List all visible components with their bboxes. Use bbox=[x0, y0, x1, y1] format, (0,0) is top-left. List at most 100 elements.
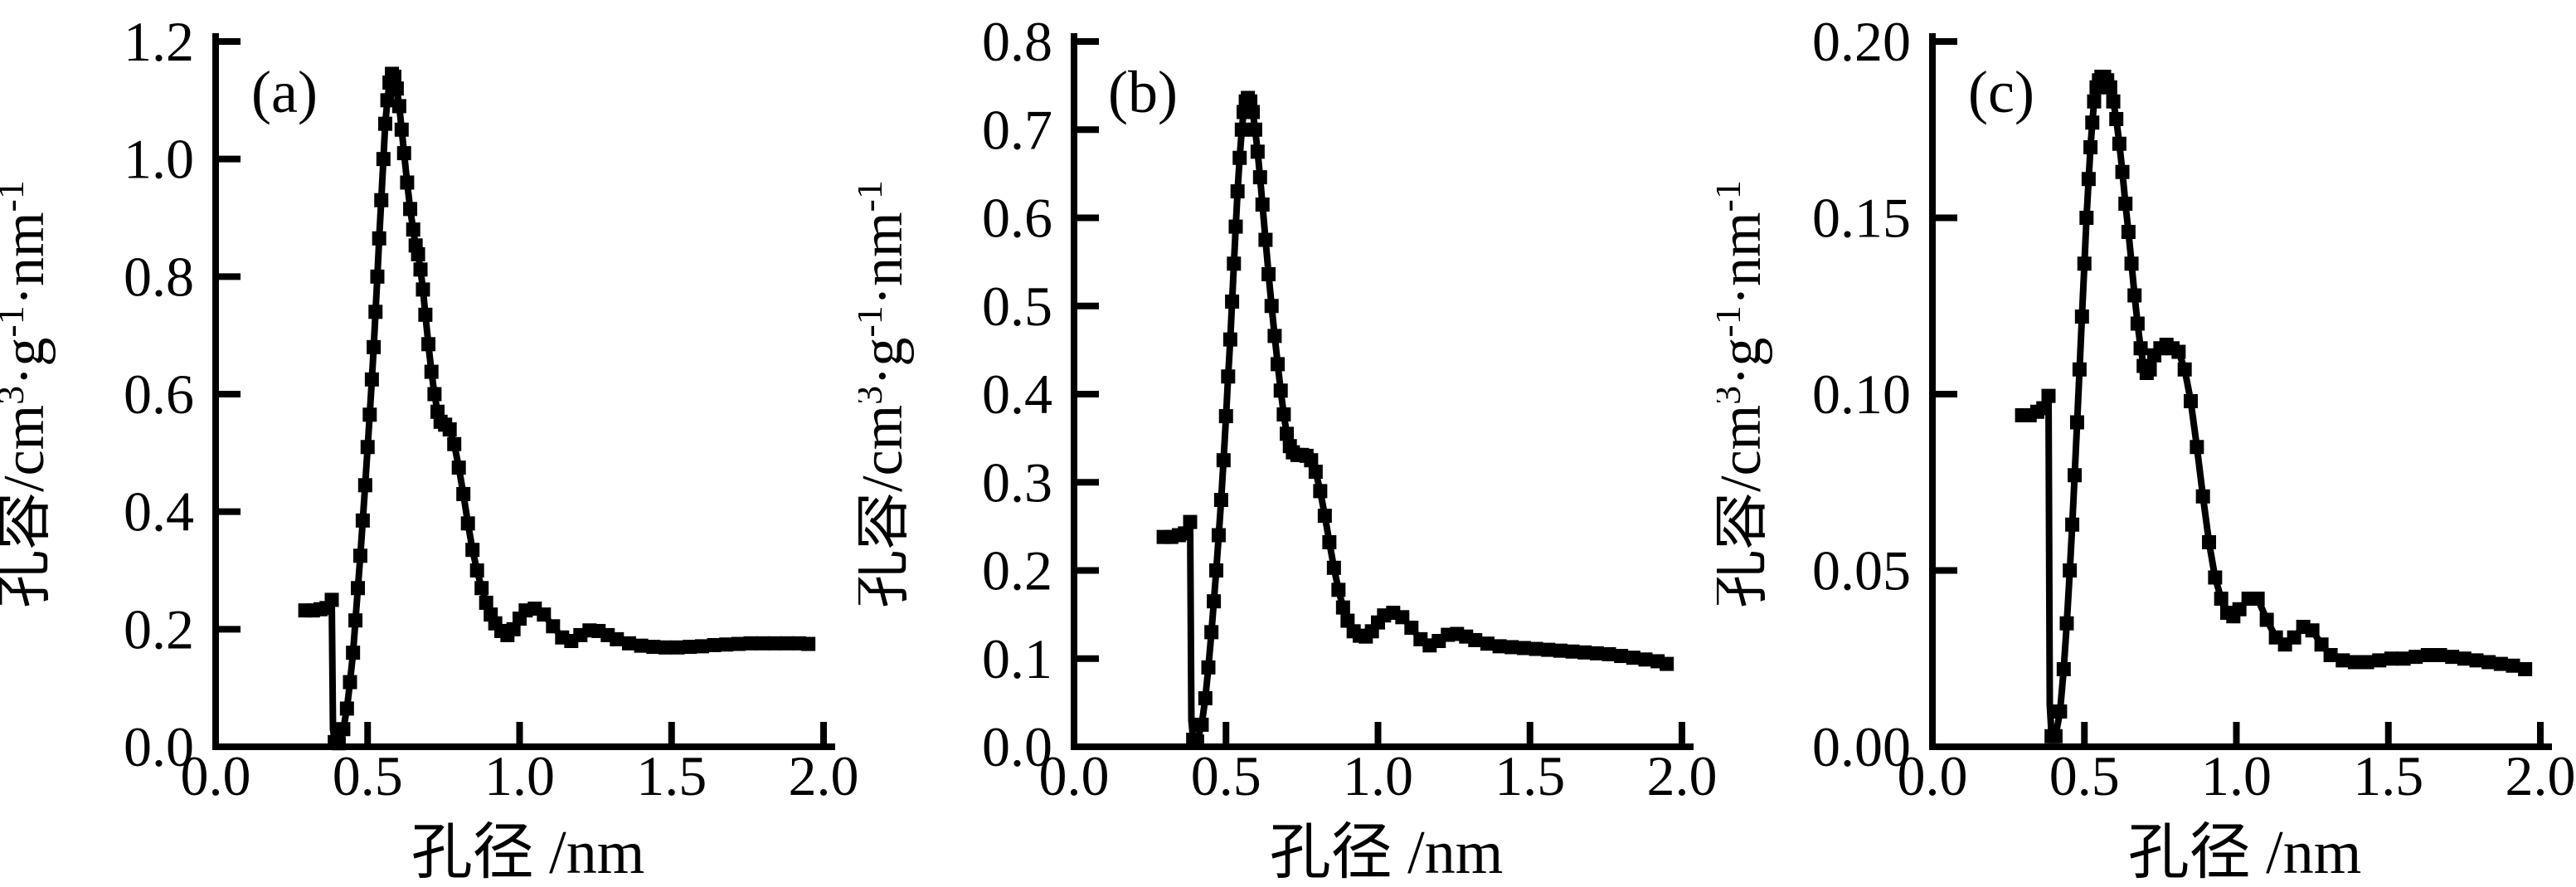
series-marker bbox=[456, 486, 471, 501]
series-marker bbox=[465, 543, 480, 558]
series-marker bbox=[1198, 691, 1213, 706]
series-marker bbox=[2081, 172, 2096, 187]
series-marker bbox=[2068, 468, 2083, 483]
series-marker bbox=[2048, 729, 2063, 743]
series-marker bbox=[2506, 658, 2520, 673]
series-marker bbox=[1577, 645, 1592, 660]
x-tick-label: 2.0 bbox=[789, 744, 859, 807]
series-marker bbox=[2202, 535, 2217, 549]
series-marker bbox=[1267, 329, 1282, 344]
series-marker bbox=[368, 305, 383, 319]
x-axis-title: 孔径 /nm bbox=[1270, 819, 1504, 887]
series-marker bbox=[2118, 197, 2133, 211]
y-tick-label: 0.3 bbox=[982, 451, 1052, 514]
series-marker bbox=[1480, 636, 1495, 651]
series-marker bbox=[2121, 225, 2136, 239]
series-marker bbox=[1322, 535, 1337, 549]
series-marker bbox=[396, 146, 411, 161]
y-tick-label: 0.4 bbox=[982, 363, 1052, 426]
series-marker bbox=[1468, 632, 1483, 647]
y-tick-label: 0.0 bbox=[124, 715, 194, 778]
series-marker bbox=[1246, 105, 1261, 119]
series-marker bbox=[411, 246, 425, 261]
x-tick-label: 1.0 bbox=[1343, 744, 1413, 807]
series-marker bbox=[460, 516, 475, 531]
series-marker bbox=[2102, 80, 2117, 95]
series-marker bbox=[1252, 170, 1267, 185]
series-marker bbox=[719, 637, 734, 652]
series-marker bbox=[2445, 650, 2460, 665]
series-marker bbox=[2305, 623, 2320, 638]
series-marker bbox=[2177, 362, 2192, 377]
series-marker bbox=[1529, 641, 1543, 656]
series-marker bbox=[2133, 341, 2148, 356]
series-marker bbox=[2171, 344, 2186, 359]
series-marker bbox=[343, 675, 357, 690]
y-axis-title: 孔容/cm3·g-1·nm-1 bbox=[0, 180, 56, 608]
series-marker bbox=[1326, 560, 1341, 575]
series-marker bbox=[1404, 621, 1419, 636]
series-marker bbox=[2085, 115, 2100, 130]
series-marker bbox=[1234, 122, 1249, 137]
series-marker bbox=[442, 422, 457, 436]
series-marker bbox=[2109, 112, 2124, 126]
series-marker bbox=[683, 640, 697, 655]
x-tick-label: 1.5 bbox=[2353, 744, 2423, 807]
y-tick-label: 1.2 bbox=[124, 10, 194, 73]
series-marker bbox=[2063, 563, 2078, 578]
series-marker bbox=[2087, 94, 2102, 109]
x-tick-label: 2.0 bbox=[1647, 744, 1718, 807]
series-marker bbox=[474, 581, 489, 596]
series-marker bbox=[1264, 299, 1279, 314]
x-axis-title: 孔径 /nm bbox=[411, 819, 645, 887]
y-tick-label: 0.1 bbox=[982, 627, 1052, 690]
series-marker bbox=[2079, 211, 2094, 225]
series-marker bbox=[658, 640, 673, 655]
panel-label: (b) bbox=[1108, 59, 1178, 125]
chart-a-svg: 0.0 0.5 1.0 1.5 2.0 0.0 0.2 0.4 0.6 0.8 1.0 1.2 孔径 /… bbox=[0, 10, 859, 887]
series-marker bbox=[1218, 409, 1233, 424]
y-axis-title: 孔容/cm3·g-1·nm-1 bbox=[858, 180, 915, 608]
series-marker bbox=[1204, 625, 1219, 640]
series-marker bbox=[2059, 616, 2074, 631]
x-tick-label: 1.0 bbox=[2201, 744, 2272, 807]
series-marker bbox=[331, 736, 346, 751]
series-marker bbox=[801, 636, 816, 651]
series-marker bbox=[731, 636, 746, 651]
series-marker bbox=[2124, 256, 2139, 271]
series-marker bbox=[546, 619, 561, 634]
series-marker bbox=[394, 122, 409, 137]
series-marker bbox=[352, 548, 367, 563]
series-marker bbox=[348, 613, 363, 628]
series-marker bbox=[2069, 415, 2084, 430]
series-marker bbox=[1247, 122, 1262, 137]
series-marker bbox=[646, 640, 661, 655]
series-marker bbox=[634, 638, 649, 653]
series-marker bbox=[421, 337, 436, 352]
y-axis-title: 孔容/cm3·g-1·nm-1 bbox=[1717, 180, 1773, 608]
axes-spines bbox=[1071, 33, 1694, 750]
y-tick-label: 0.2 bbox=[124, 597, 194, 660]
series-marker bbox=[1209, 563, 1224, 578]
x-tick-label: 1.0 bbox=[484, 744, 555, 807]
series-marker bbox=[1225, 294, 1240, 309]
series-marker bbox=[1222, 332, 1237, 347]
series-marker bbox=[360, 440, 375, 455]
series-marker bbox=[376, 152, 391, 167]
axes-spines bbox=[1929, 33, 2552, 750]
series-marker bbox=[2106, 94, 2121, 109]
series-marker bbox=[1492, 639, 1507, 654]
series-marker bbox=[1221, 369, 1236, 384]
panel-a: 0.0 0.5 1.0 1.5 2.0 0.0 0.2 0.4 0.6 0.8 1.0 1.2 孔径 /… bbox=[0, 0, 858, 887]
y-tick-label: 0.4 bbox=[124, 480, 194, 543]
series-marker bbox=[447, 436, 462, 451]
x-tick-label: 0.0 bbox=[1898, 744, 1968, 807]
y-tick-label: 0.6 bbox=[982, 187, 1052, 250]
series-marker bbox=[1178, 526, 1193, 541]
series-marker bbox=[1230, 184, 1245, 199]
series-marker bbox=[380, 93, 395, 108]
series-marker bbox=[1276, 407, 1291, 422]
series-marker bbox=[1258, 232, 1273, 247]
series-marker bbox=[324, 592, 339, 607]
series-marker bbox=[2518, 662, 2533, 676]
